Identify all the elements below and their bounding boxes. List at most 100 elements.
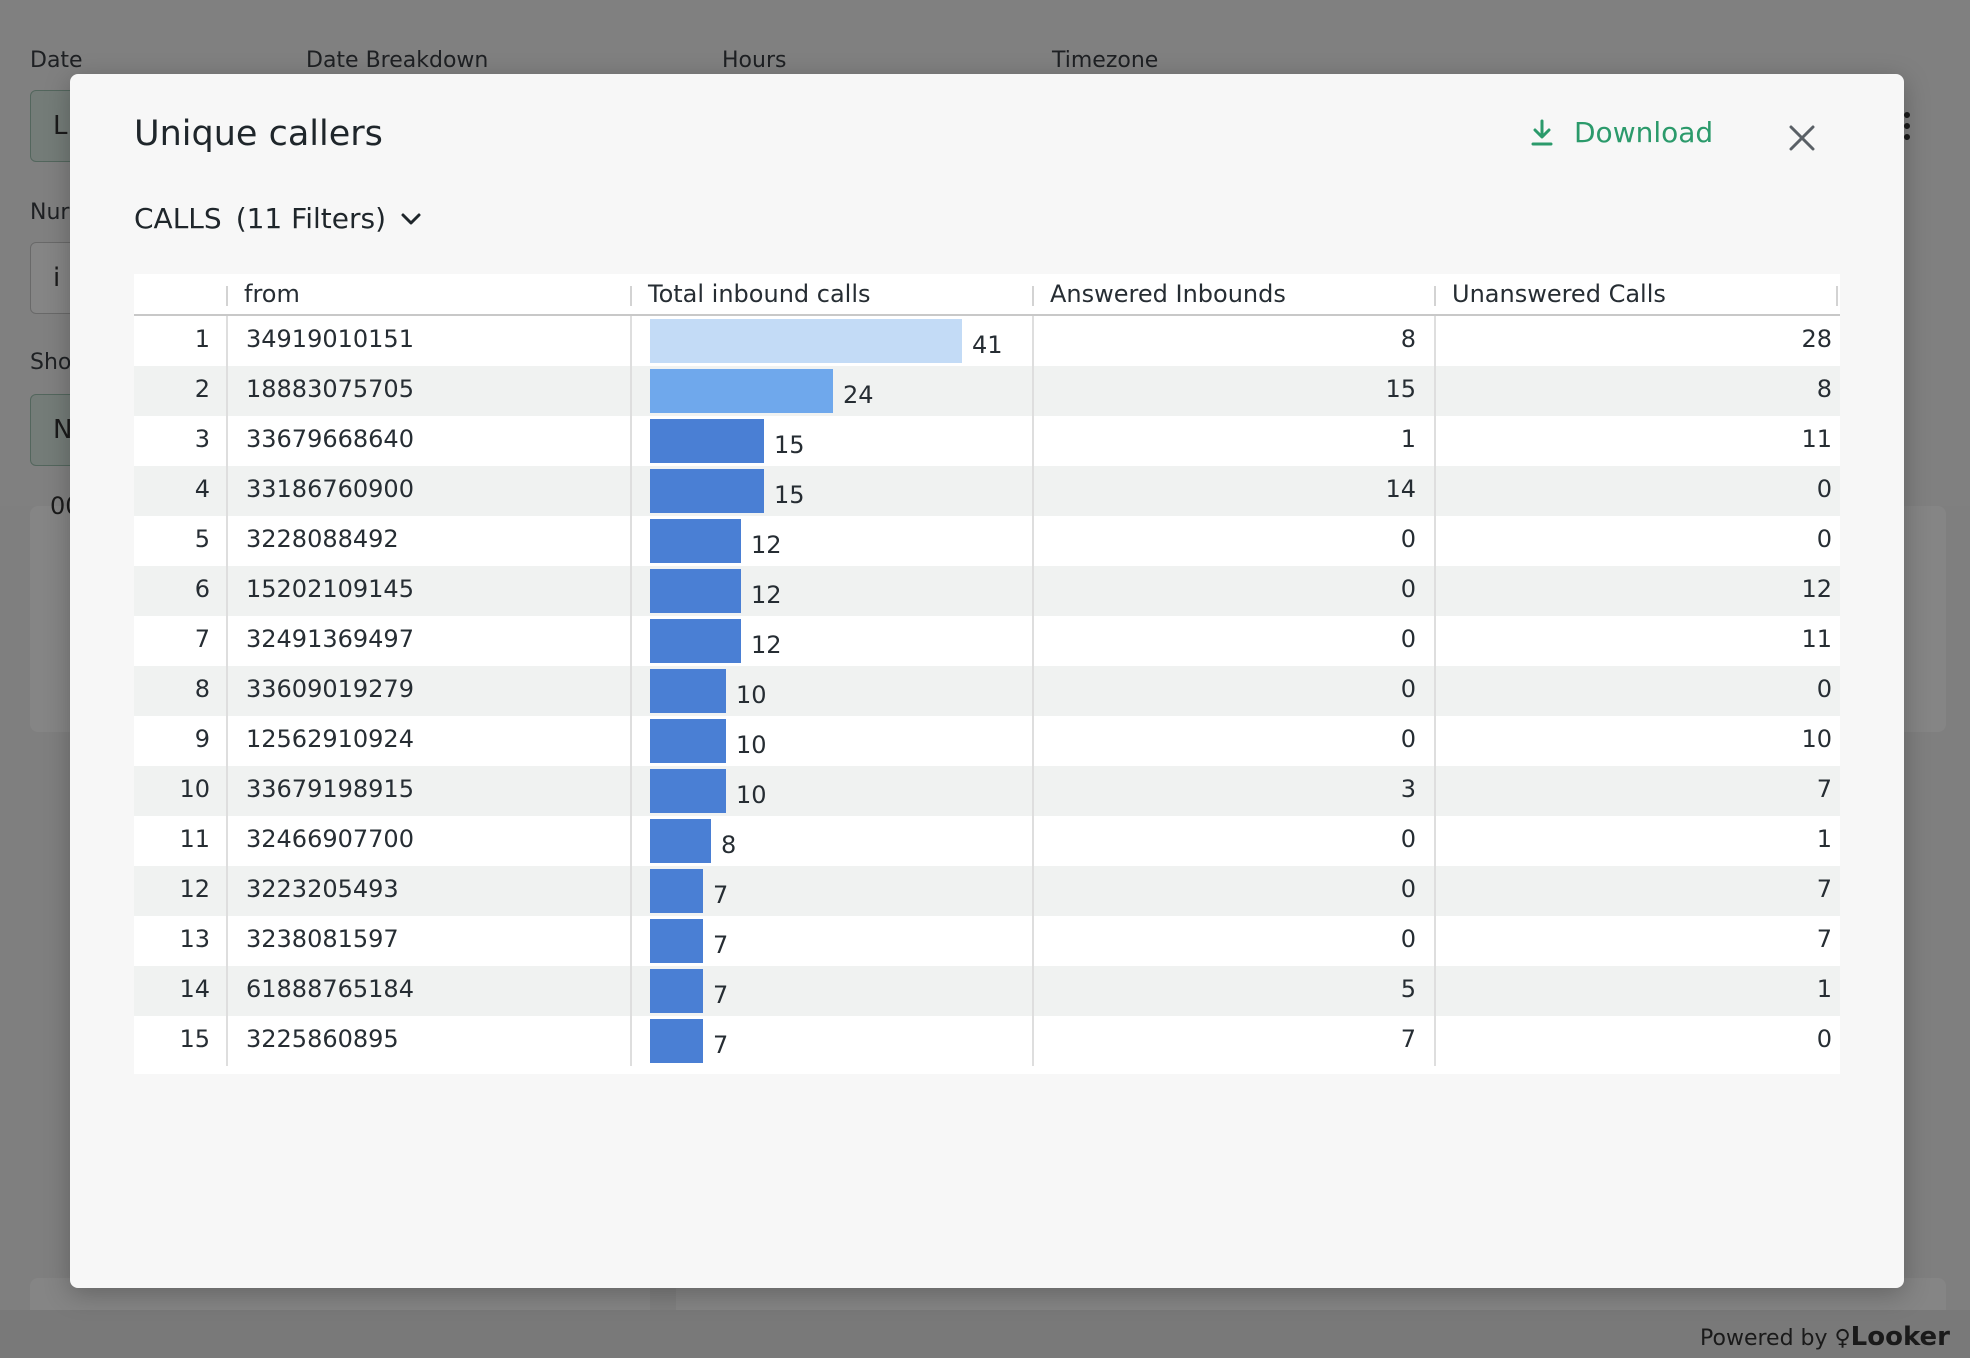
filter-label-number: Nur	[30, 200, 70, 225]
column-header-from[interactable]: from	[228, 274, 632, 314]
total-calls-value: 8	[721, 831, 737, 859]
table-row[interactable]: 4 33186760900 15 14 0	[134, 466, 1840, 516]
total-calls-bar	[650, 469, 764, 513]
filter-show-value: N	[53, 415, 73, 445]
table-row[interactable]: 3 33679668640 15 1 11	[134, 416, 1840, 466]
cell-answered-inbounds: 3	[1034, 766, 1436, 816]
row-index: 4	[134, 466, 228, 516]
close-button[interactable]	[1786, 122, 1818, 154]
table-row[interactable]: 15 3225860895 7 7 0	[134, 1016, 1840, 1066]
filters-dropdown[interactable]: CALLS (11 Filters)	[134, 202, 422, 235]
cell-from: 34919010151	[228, 316, 632, 366]
cell-total-inbound-calls: 7	[632, 916, 1034, 966]
total-calls-value: 10	[736, 681, 767, 709]
column-header-answered-inbounds[interactable]: Answered Inbounds	[1034, 274, 1436, 314]
cell-unanswered-calls: 28	[1801, 325, 1832, 353]
table-row[interactable]: 7 32491369497 12 0 11	[134, 616, 1840, 666]
cell-unanswered-calls: 7	[1816, 775, 1832, 803]
cell-total-inbound-calls: 12	[632, 516, 1034, 566]
total-calls-bar	[650, 969, 703, 1013]
table-row[interactable]: 13 3238081597 7 0 7	[134, 916, 1840, 966]
total-calls-value: 7	[713, 981, 729, 1009]
filter-number-value: i	[53, 263, 61, 293]
cell-answered-inbounds: 15	[1034, 366, 1436, 416]
total-calls-value: 12	[751, 581, 782, 609]
cell-answered-inbounds: 0	[1034, 616, 1436, 666]
cell-from: 3238081597	[228, 916, 632, 966]
powered-by-text: Powered by	[1700, 1326, 1828, 1351]
cell-from: 3223205493	[228, 866, 632, 916]
table-row[interactable]: 8 33609019279 10 0 0	[134, 666, 1840, 716]
filter-label-hours: Hours	[722, 48, 787, 73]
total-calls-bar	[650, 519, 741, 563]
cell-from: 18883075705	[228, 366, 632, 416]
table-row[interactable]: 14 61888765184 7 5 1	[134, 966, 1840, 1016]
query-name: CALLS	[134, 202, 222, 235]
cell-answered-inbounds: 0	[1034, 916, 1436, 966]
row-index: 6	[134, 566, 228, 616]
cell-answered-inbounds: 1	[1034, 416, 1436, 466]
cell-from: 32491369497	[228, 616, 632, 666]
cell-total-inbound-calls: 41	[632, 316, 1034, 366]
cell-total-inbound-calls: 10	[632, 666, 1034, 716]
table-header: from Total inbound calls Answered Inboun…	[134, 274, 1840, 316]
table-row[interactable]: 11 32466907700 8 0 1	[134, 816, 1840, 866]
total-calls-bar	[650, 869, 703, 913]
row-index: 7	[134, 616, 228, 666]
cell-from: 32466907700	[228, 816, 632, 866]
row-index: 3	[134, 416, 228, 466]
column-header-total-inbound-calls[interactable]: Total inbound calls	[632, 274, 1034, 314]
cell-answered-inbounds: 5	[1034, 966, 1436, 1016]
total-calls-value: 7	[713, 1031, 729, 1059]
cell-unanswered-calls: 0	[1816, 675, 1832, 703]
row-index: 15	[134, 1016, 228, 1066]
dashboard-menu-icon[interactable]	[1904, 112, 1910, 145]
cell-total-inbound-calls: 10	[632, 766, 1034, 816]
cell-answered-inbounds: 0	[1034, 716, 1436, 766]
cell-unanswered-calls: 11	[1801, 625, 1832, 653]
cell-unanswered-calls: 1	[1816, 975, 1832, 1003]
filter-count: (11 Filters)	[235, 202, 386, 235]
table-row[interactable]: 9 12562910924 10 0 10	[134, 716, 1840, 766]
row-index: 1	[134, 316, 228, 366]
modal-title: Unique callers	[134, 114, 383, 154]
table-row[interactable]: 12 3223205493 7 0 7	[134, 866, 1840, 916]
total-calls-value: 41	[972, 331, 1003, 359]
cell-total-inbound-calls: 15	[632, 466, 1034, 516]
cell-unanswered-calls: 7	[1816, 925, 1832, 953]
cell-unanswered-calls: 7	[1816, 875, 1832, 903]
table-body: 1 34919010151 41 8 28 2 18883075705 24 15 8 3 33679…	[134, 316, 1840, 1066]
row-index: 12	[134, 866, 228, 916]
cell-total-inbound-calls: 12	[632, 616, 1034, 666]
filter-date-value: L	[53, 111, 68, 141]
row-index: 9	[134, 716, 228, 766]
column-header-unanswered-calls[interactable]: Unanswered Calls	[1436, 274, 1838, 314]
row-index: 11	[134, 816, 228, 866]
cell-from: 3225860895	[228, 1016, 632, 1066]
cell-from: 33679668640	[228, 416, 632, 466]
cell-answered-inbounds: 0	[1034, 516, 1436, 566]
filter-label-timezone: Timezone	[1052, 48, 1159, 73]
download-button[interactable]: Download	[1530, 116, 1713, 149]
row-index: 10	[134, 766, 228, 816]
cell-from: 33679198915	[228, 766, 632, 816]
total-calls-bar	[650, 919, 703, 963]
cell-from: 3228088492	[228, 516, 632, 566]
cell-unanswered-calls: 12	[1801, 575, 1832, 603]
cell-unanswered-calls: 1	[1816, 825, 1832, 853]
cell-from: 12562910924	[228, 716, 632, 766]
cell-from: 15202109145	[228, 566, 632, 616]
table-row[interactable]: 5 3228088492 12 0 0	[134, 516, 1840, 566]
cell-answered-inbounds: 8	[1034, 316, 1436, 366]
table-row[interactable]: 2 18883075705 24 15 8	[134, 366, 1840, 416]
total-calls-value: 7	[713, 881, 729, 909]
table-row[interactable]: 10 33679198915 10 3 7	[134, 766, 1840, 816]
cell-answered-inbounds: 0	[1034, 666, 1436, 716]
cell-total-inbound-calls: 10	[632, 716, 1034, 766]
table-row[interactable]: 1 34919010151 41 8 28	[134, 316, 1840, 366]
cell-from: 33186760900	[228, 466, 632, 516]
cell-total-inbound-calls: 7	[632, 966, 1034, 1016]
total-calls-value: 7	[713, 931, 729, 959]
total-calls-value: 15	[774, 481, 805, 509]
table-row[interactable]: 6 15202109145 12 0 12	[134, 566, 1840, 616]
